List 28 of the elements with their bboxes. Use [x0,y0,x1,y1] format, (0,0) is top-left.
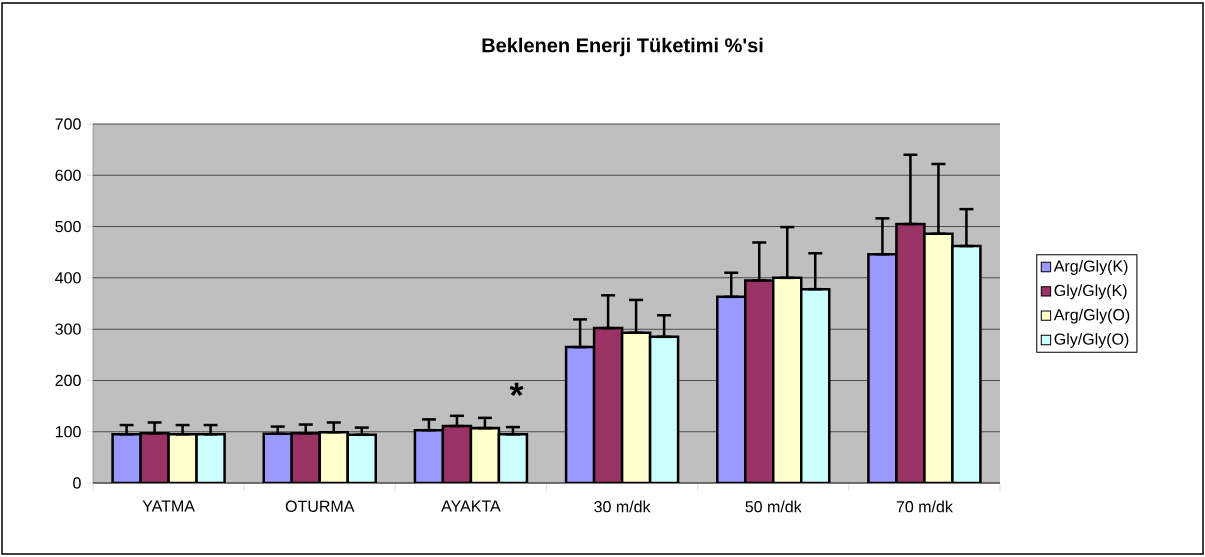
bar [469,426,501,483]
y-tick-label: 100 [55,426,81,438]
bar [620,331,652,483]
legend-label: Gly/Gly(K) [1054,284,1127,300]
x-tick-label: OTURMA [285,500,355,512]
x-tick-label: 70 m/dk [896,500,953,513]
bar [318,430,350,483]
legend-label: Arg/Gly(O) [1053,308,1130,324]
y-tick-label: 500 [55,220,81,233]
y-tick-label: 200 [55,374,81,387]
chart-title: Beklenen Enerji Tüketimi %'si [482,37,763,57]
x-tick-label: YATMA [142,500,195,512]
x-tick-label: AYAKTA [441,500,501,512]
bar [441,424,473,483]
x-tick-label: 30 m/dk [594,500,651,513]
y-tick-label: 300 [55,323,81,335]
bar [564,345,596,483]
x-tick-label: 50 m/dk [745,500,802,513]
bar [592,326,624,483]
bar [648,335,680,483]
bar [413,428,445,483]
y-tick-label: 0 [73,477,81,489]
y-tick-label: 400 [55,272,81,284]
legend-label: Gly/Gly(O) [1054,333,1129,348]
legend-label: Arg/Gly(K) [1053,260,1128,275]
y-tick-label: 700 [55,118,81,130]
annotation: * [509,382,524,397]
y-tick-label: 600 [55,169,81,181]
